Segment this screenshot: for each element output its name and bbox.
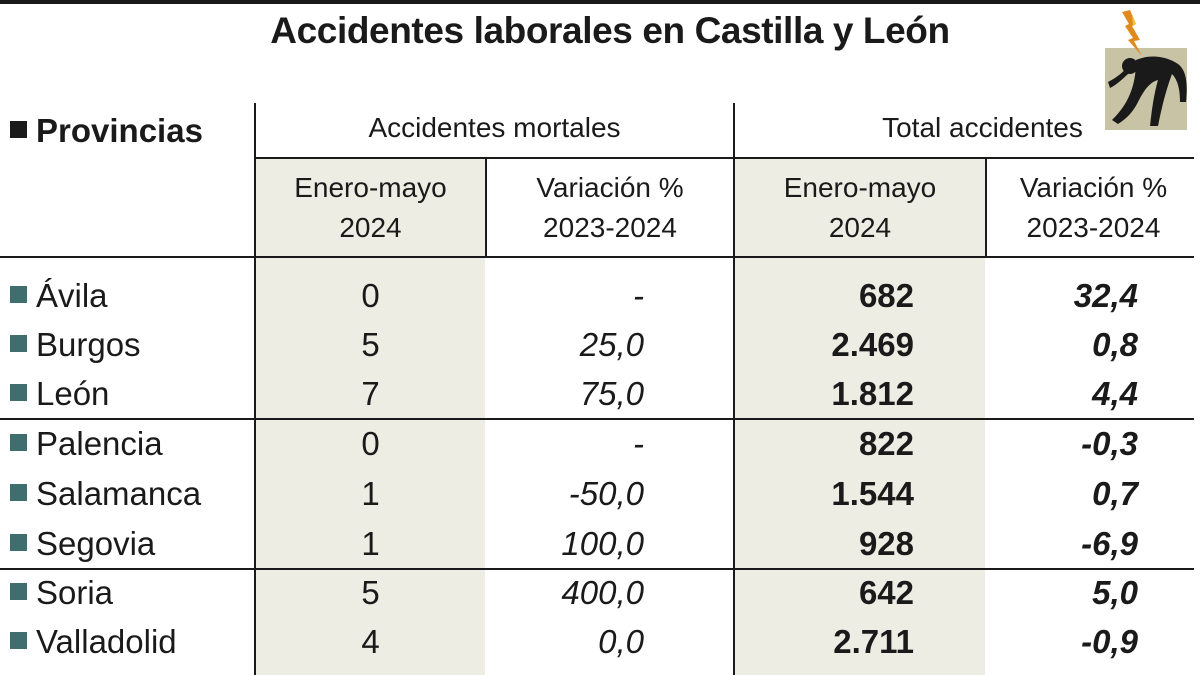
province-cell: Palencia xyxy=(10,419,163,469)
cell-mortales: 1 xyxy=(361,525,380,562)
cell-total: 1.812 xyxy=(831,375,914,412)
square-bullet-icon xyxy=(10,384,27,401)
cell-var-total: -0,3 xyxy=(1081,425,1138,462)
vrule-1 xyxy=(254,103,256,675)
group-header-total: Total accidentes xyxy=(882,112,1083,143)
province-cell: Valladolid xyxy=(10,617,177,667)
row-header: Provincias xyxy=(10,112,203,150)
cell-total: 682 xyxy=(858,277,914,314)
table-row: Burgos 5 25,0 2.469 0,8 xyxy=(0,320,1200,370)
cell-var-mortales: -50,0 xyxy=(568,475,644,512)
square-bullet-icon xyxy=(10,286,27,303)
square-bullet-icon xyxy=(10,583,27,600)
cell-var-mortales: 25,0 xyxy=(579,326,644,363)
cell-var-total: 32,4 xyxy=(1073,277,1138,314)
table-row: Valladolid 4 0,0 2.711 -0,9 xyxy=(0,617,1200,667)
cell-total: 1.544 xyxy=(831,475,914,512)
province-cell: León xyxy=(10,369,109,419)
cell-mortales: 7 xyxy=(361,375,380,412)
cell-mortales: 1 xyxy=(361,475,380,512)
col-header: Variación % 2023-2024 xyxy=(536,172,684,243)
shade-col-mortales xyxy=(256,158,485,675)
square-bullet-icon xyxy=(10,632,27,649)
cell-var-total: 0,7 xyxy=(1092,475,1138,512)
cell-var-mortales: 75,0 xyxy=(579,375,644,412)
vrule-2 xyxy=(485,158,487,258)
square-bullet-icon xyxy=(10,335,27,352)
province-cell: Soria xyxy=(10,568,113,618)
cell-total: 2.711 xyxy=(833,623,914,660)
vrule-3 xyxy=(733,103,735,675)
cell-var-mortales: - xyxy=(633,425,644,462)
cell-total: 642 xyxy=(858,574,914,611)
table-row: Salamanca 1 -50,0 1.544 0,7 xyxy=(0,469,1200,519)
cell-mortales: 5 xyxy=(361,326,380,363)
col-header: Enero-mayo 2024 xyxy=(783,172,937,243)
col-header: Enero-mayo 2024 xyxy=(294,172,447,243)
group-header-mortales: Accidentes mortales xyxy=(368,112,621,143)
hrule-group xyxy=(254,157,1194,159)
cell-var-mortales: 400,0 xyxy=(561,574,644,611)
square-bullet-icon xyxy=(10,121,27,138)
cell-total: 822 xyxy=(858,425,914,462)
cell-var-total: 5,0 xyxy=(1092,574,1138,611)
cell-var-total: 4,4 xyxy=(1092,375,1138,412)
top-rule xyxy=(0,0,1200,4)
table-row: Segovia 1 100,0 928 -6,9 xyxy=(0,519,1200,569)
cell-total: 928 xyxy=(858,525,914,562)
shade-col-total xyxy=(735,158,985,675)
province-cell: Salamanca xyxy=(10,469,201,519)
square-bullet-icon xyxy=(10,534,27,551)
table-row: León 7 75,0 1.812 4,4 xyxy=(0,369,1200,419)
cell-var-total: -0,9 xyxy=(1081,623,1138,660)
table-row: Palencia 0 - 822 -0,3 xyxy=(0,419,1200,469)
cell-mortales: 0 xyxy=(361,425,380,462)
province-cell: Ávila xyxy=(10,271,108,321)
cell-mortales: 4 xyxy=(361,623,380,660)
province-cell: Burgos xyxy=(10,320,141,370)
hrule-sep-2 xyxy=(0,568,1194,570)
table-row: Soria 5 400,0 642 5,0 xyxy=(0,568,1200,618)
hrule-header xyxy=(0,256,1194,258)
cell-var-mortales: 0,0 xyxy=(598,623,644,660)
cell-var-total: -6,9 xyxy=(1081,525,1138,562)
cell-var-mortales: - xyxy=(633,277,644,314)
square-bullet-icon xyxy=(10,434,27,451)
col-header: Variación % 2023-2024 xyxy=(1019,172,1168,243)
cell-mortales: 5 xyxy=(361,574,380,611)
cell-mortales: 0 xyxy=(361,277,380,314)
province-cell: Segovia xyxy=(10,519,155,569)
hrule-sep-1 xyxy=(0,418,1194,420)
table-row: Ávila 0 - 682 32,4 xyxy=(0,271,1200,321)
cell-var-total: 0,8 xyxy=(1092,326,1138,363)
cell-total: 2.469 xyxy=(831,326,914,363)
vrule-4 xyxy=(985,158,987,258)
square-bullet-icon xyxy=(10,484,27,501)
chart-title: Accidentes laborales en Castilla y León xyxy=(270,10,950,51)
electrocuted-worker-icon xyxy=(1105,10,1187,130)
cell-var-mortales: 100,0 xyxy=(561,525,644,562)
